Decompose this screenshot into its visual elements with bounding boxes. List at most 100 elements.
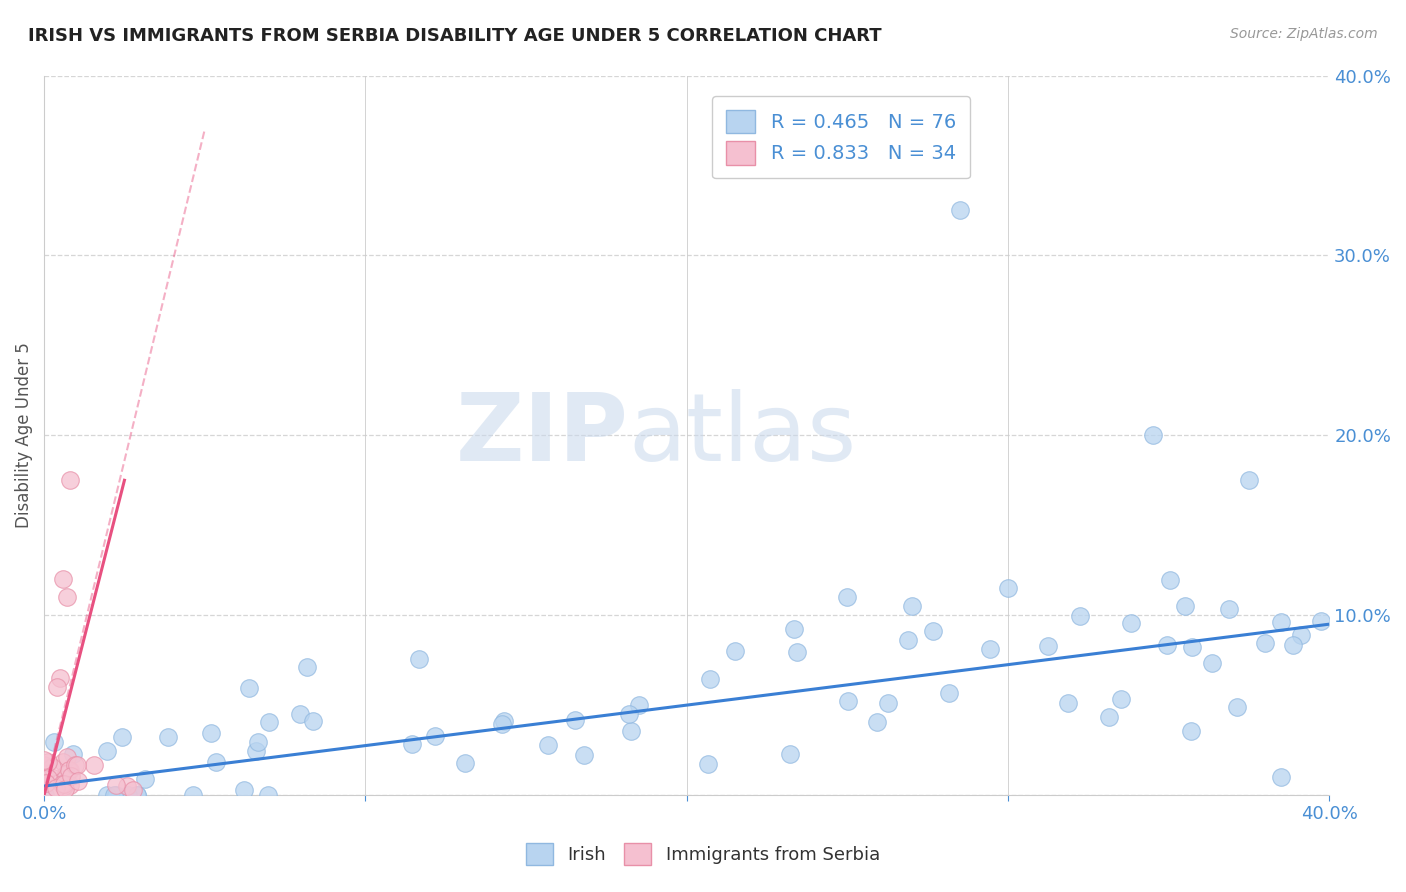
Point [96, 788, 118, 802]
Point [55, 590, 77, 604]
Point [34, 753, 56, 767]
Point [1057, 696, 1080, 710]
Point [104, 778, 127, 792]
Point [125, 788, 148, 802]
Point [837, 694, 859, 708]
Point [59, 473, 82, 487]
Point [922, 624, 945, 638]
Point [34, 767, 56, 781]
Point [200, 725, 222, 739]
Point [997, 581, 1019, 595]
Point [51, 777, 73, 791]
Point [1226, 700, 1249, 714]
Point [156, 730, 179, 744]
Point [627, 698, 650, 713]
Point [1069, 609, 1091, 624]
Point [494, 714, 516, 728]
Point [39, 786, 62, 800]
Point [1174, 599, 1197, 614]
Point [1289, 628, 1312, 642]
Point [42, 771, 65, 785]
Point [301, 714, 323, 728]
Point [117, 788, 139, 802]
Point [536, 738, 558, 752]
Point [900, 599, 922, 614]
Point [41, 760, 63, 774]
Point [53, 776, 76, 790]
Point [58, 763, 80, 777]
Point [699, 672, 721, 686]
Point [59, 778, 82, 792]
Legend: Irish, Immigrants from Serbia: Irish, Immigrants from Serbia [517, 834, 889, 874]
Point [1038, 639, 1060, 653]
Point [83, 758, 105, 772]
Text: atlas: atlas [628, 389, 858, 482]
Point [454, 756, 477, 770]
Point [204, 756, 226, 770]
Point [49, 671, 72, 685]
Point [37, 771, 59, 785]
Point [63, 758, 86, 772]
Text: ZIP: ZIP [456, 389, 628, 482]
Point [127, 788, 149, 802]
Point [103, 788, 125, 802]
Point [938, 686, 960, 700]
Point [34, 788, 56, 802]
Point [45, 781, 67, 796]
Point [52, 780, 75, 794]
Point [232, 782, 254, 797]
Point [134, 772, 156, 786]
Point [564, 714, 586, 728]
Y-axis label: Disability Age Under 5: Disability Age Under 5 [15, 343, 32, 528]
Point [425, 729, 447, 743]
Point [491, 716, 513, 731]
Point [37, 755, 59, 769]
Point [837, 590, 859, 604]
Point [783, 622, 806, 636]
Point [1201, 656, 1223, 670]
Point [1237, 473, 1260, 487]
Point [1159, 573, 1181, 587]
Point [295, 660, 318, 674]
Point [1254, 636, 1277, 650]
Point [52, 572, 75, 586]
Point [979, 641, 1001, 656]
Point [1180, 723, 1202, 738]
Point [245, 743, 267, 757]
Point [55, 768, 77, 782]
Point [58, 763, 80, 777]
Point [66, 758, 89, 772]
Point [44, 735, 66, 749]
Point [256, 788, 278, 802]
Point [1142, 428, 1164, 442]
Point [246, 735, 269, 749]
Legend: R = 0.465   N = 76, R = 0.833   N = 34: R = 0.465 N = 76, R = 0.833 N = 34 [713, 96, 970, 178]
Point [105, 788, 128, 802]
Point [257, 714, 280, 729]
Point [1218, 602, 1240, 616]
Point [1109, 691, 1132, 706]
Point [1098, 710, 1121, 724]
Point [876, 696, 898, 710]
Point [779, 747, 801, 762]
Point [53, 782, 76, 797]
Point [32, 758, 55, 772]
Point [724, 644, 747, 658]
Point [56, 750, 79, 764]
Point [67, 774, 90, 789]
Point [52, 756, 75, 770]
Point [115, 779, 138, 793]
Point [59, 770, 82, 784]
Point [96, 744, 118, 758]
Point [46, 680, 69, 694]
Point [949, 203, 972, 218]
Point [288, 706, 311, 721]
Point [619, 706, 641, 721]
Point [1121, 615, 1143, 630]
Point [111, 730, 134, 744]
Point [866, 714, 889, 729]
Point [1270, 770, 1292, 784]
Point [122, 782, 145, 797]
Point [1282, 638, 1305, 652]
Point [408, 652, 430, 666]
